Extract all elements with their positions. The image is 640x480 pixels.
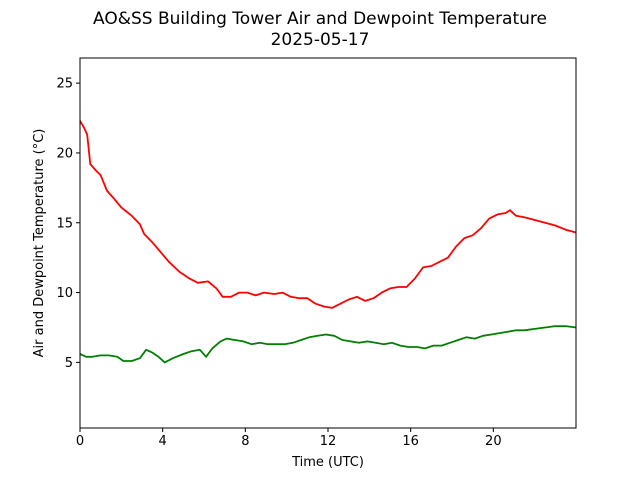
x-tick-label: 4 (159, 434, 167, 449)
y-tick-label: 20 (56, 146, 73, 161)
y-tick-label: 15 (56, 216, 73, 231)
y-tick-label: 5 (65, 356, 73, 371)
chart-title: AO&SS Building Tower Air and Dewpoint Te… (93, 9, 547, 29)
series-layer (79, 120, 577, 364)
series-line-1 (79, 325, 577, 364)
x-tick-label: 20 (485, 434, 502, 449)
series-line-0 (79, 120, 577, 309)
plot-area-frame (79, 57, 577, 429)
x-tick-label: 0 (76, 434, 84, 449)
y-axis-label: Air and Dewpoint Temperature (°C) (32, 129, 47, 358)
x-tick-label: 12 (320, 434, 337, 449)
chart-subtitle: 2025-05-17 (271, 30, 370, 50)
ticks-layer: 0 4 8 12 16 20 5 10 15 20 25 (56, 77, 501, 449)
y-tick-label: 25 (56, 77, 73, 92)
x-axis-label: Time (UTC) (291, 455, 364, 470)
y-tick-label: 10 (56, 286, 73, 301)
x-tick-label: 16 (402, 434, 419, 449)
x-tick-label: 8 (241, 434, 249, 449)
